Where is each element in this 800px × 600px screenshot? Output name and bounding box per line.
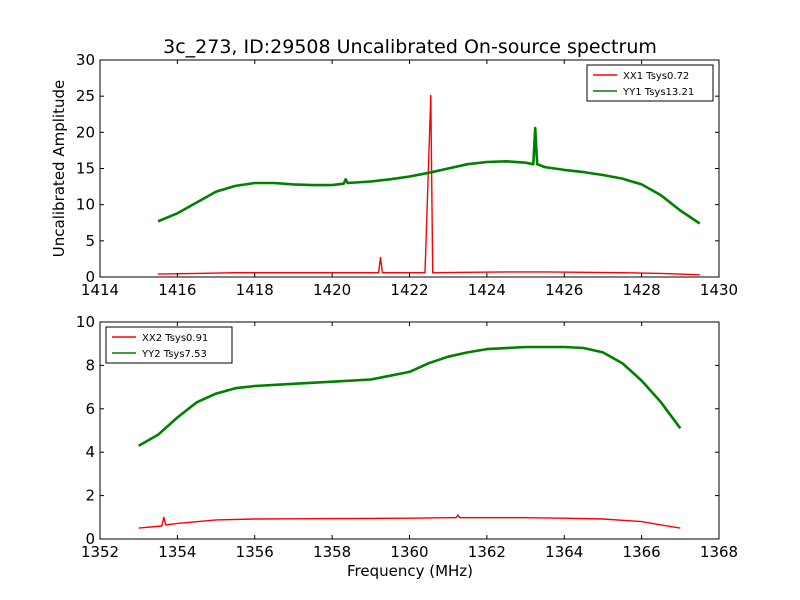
legend-label: YY1 Tsys13.21 (622, 87, 694, 98)
y-tick-label: 30 (76, 51, 95, 69)
y-tick-label: 4 (85, 443, 95, 461)
y-tick-label: 2 (85, 487, 95, 505)
top-ylabel: Uncalibrated Amplitude (50, 80, 68, 257)
series-line-1-panel-1 (157, 94, 700, 276)
legend-label: XX1 Tsys0.72 (623, 71, 689, 82)
y-tick-label: 6 (85, 400, 95, 418)
y-tick-label: 25 (76, 87, 95, 105)
y-tick-label: 0 (85, 530, 95, 548)
x-tick-label: 1428 (623, 281, 661, 299)
y-tick-label: 8 (85, 356, 95, 374)
x-tick-label: 1426 (545, 281, 583, 299)
series-line-2-panel-1 (157, 126, 701, 225)
y-tick-label: 10 (76, 196, 95, 214)
x-tick-label: 1414 (81, 281, 119, 299)
x-tick-label: 1422 (390, 281, 428, 299)
legend: XX2 Tsys0.91 YY2 Tsys7.53 (105, 326, 233, 364)
bottom-panel: 1352 1354 1356 1358 1360 1362 1364 1366 1368 0 2 4 6… (76, 313, 738, 561)
x-tick-label: 1420 (313, 281, 351, 299)
x-tick-label: 1352 (81, 543, 119, 561)
x-tick-label: 1360 (390, 543, 428, 561)
x-tick-label: 1418 (236, 281, 274, 299)
x-tick-label: 1430 (700, 281, 738, 299)
x-tick-label: 1362 (468, 543, 506, 561)
y-tick-label: 20 (76, 123, 95, 141)
x-tick-label: 1416 (158, 281, 196, 299)
legend-label: YY2 Tsys7.53 (141, 349, 207, 360)
legend-label: XX2 Tsys0.91 (142, 333, 208, 344)
x-tick-label: 1354 (158, 543, 196, 561)
legend-box (105, 326, 233, 364)
x-tick-label: 1366 (623, 543, 661, 561)
top-panel: 1414 1416 1418 1420 1422 1424 1426 1428 1430 0 5 10… (76, 51, 738, 299)
series-line-2-panel-2 (138, 345, 682, 447)
x-tick-label: 1424 (468, 281, 506, 299)
y-tick-label: 0 (85, 268, 95, 286)
bottom-xlabel: Frequency (MHz) (347, 562, 473, 580)
figure-title: 3c_273, ID:29508 Uncalibrated On-source … (163, 36, 657, 58)
x-tick-label: 1364 (545, 543, 583, 561)
legend: XX1 Tsys0.72 YY1 Tsys13.21 (586, 64, 714, 102)
x-tick-label: 1368 (700, 543, 738, 561)
x-tick-label: 1358 (313, 543, 351, 561)
x-tick-label: 1356 (236, 543, 274, 561)
y-tick-label: 5 (85, 232, 95, 250)
y-tick-label: 10 (76, 313, 95, 331)
y-tick-label: 15 (76, 160, 95, 178)
legend-box (586, 64, 714, 102)
series-line-1-panel-2 (138, 514, 681, 529)
